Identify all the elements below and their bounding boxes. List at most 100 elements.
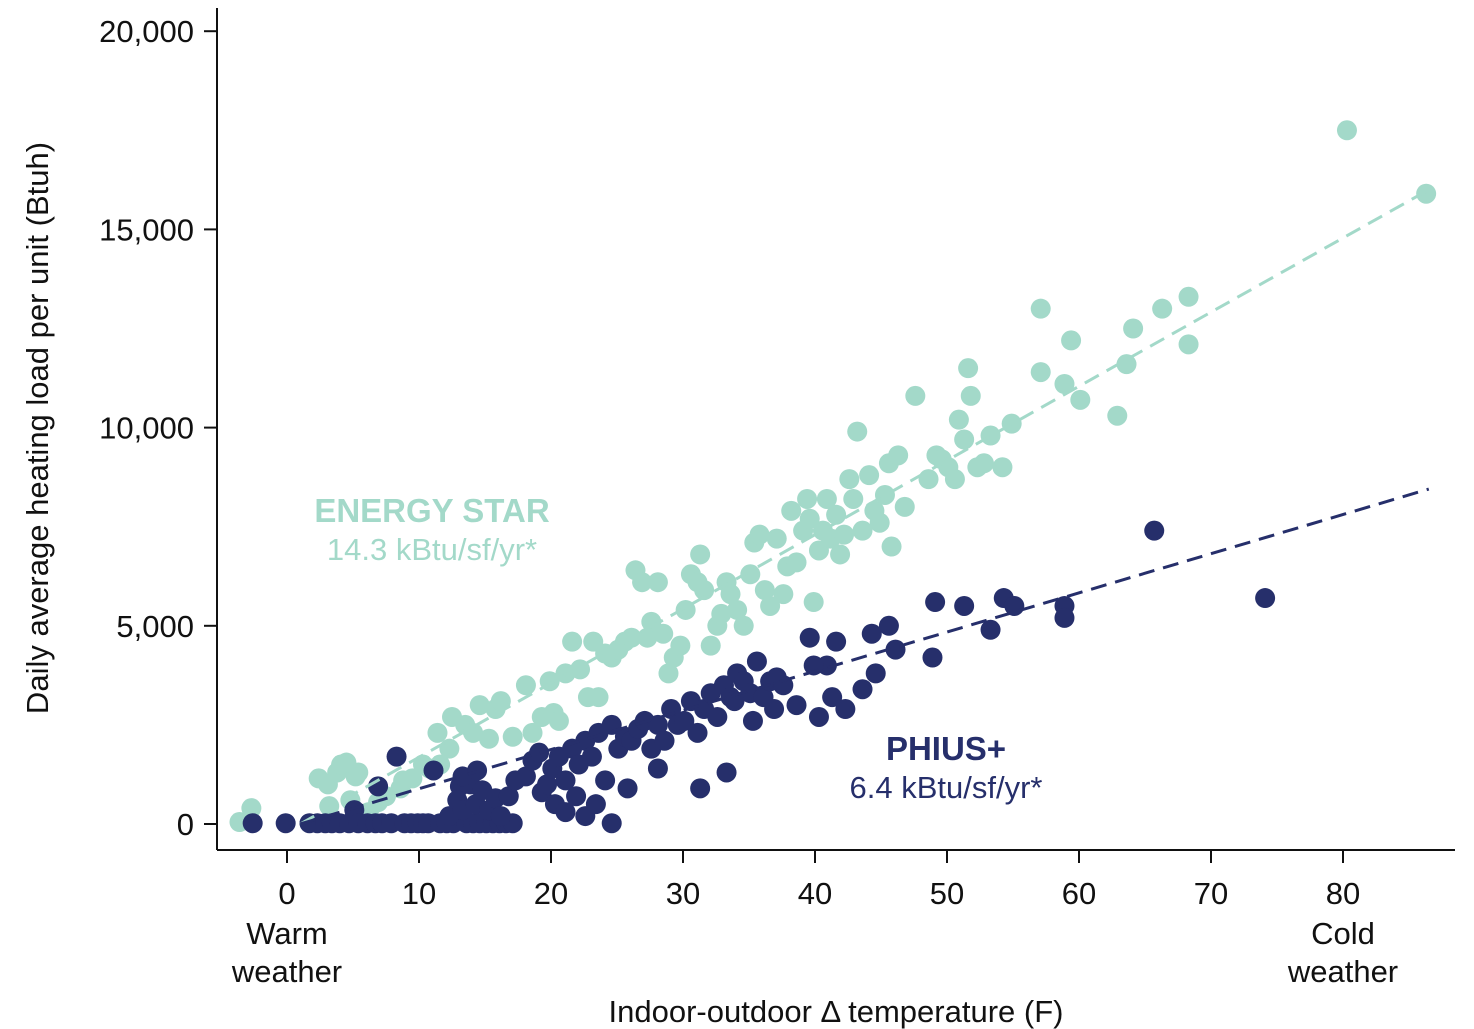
energy-star-point xyxy=(1107,405,1128,426)
x-tick-label: 80 xyxy=(1326,876,1360,911)
y-ticks: 0 5,000 10,000 15,000 20,000 xyxy=(99,14,217,842)
energy-star-annotation-value: 14.3 kBtu/sf/yr* xyxy=(327,532,537,567)
energy-star-point xyxy=(733,615,754,636)
phius-point xyxy=(687,722,708,743)
energy-star-point xyxy=(1178,334,1199,355)
phius-point xyxy=(835,699,856,720)
energy-star-point xyxy=(637,627,658,648)
phius-annotation-title: PHIUS+ xyxy=(886,730,1006,767)
y-tick-label: 20,000 xyxy=(99,14,194,49)
energy-star-point xyxy=(490,691,511,712)
phius-point xyxy=(764,699,785,720)
energy-star-point xyxy=(839,469,860,490)
energy-star-point xyxy=(754,580,775,601)
y-tick-label: 10,000 xyxy=(99,411,194,446)
energy-star-point xyxy=(852,520,873,541)
phius-point xyxy=(690,778,711,799)
energy-star-point xyxy=(1030,298,1051,319)
phius-point xyxy=(498,786,519,807)
energy-star-point xyxy=(894,496,915,517)
y-axis-title: Daily average heating load per unit (Btu… xyxy=(20,142,55,714)
energy-star-point xyxy=(874,484,895,505)
phius-point xyxy=(242,813,263,834)
energy-star-point xyxy=(515,675,536,696)
phius-point xyxy=(852,679,873,700)
energy-star-point xyxy=(1416,183,1437,204)
energy-star-annotation-title: ENERGY STAR xyxy=(314,492,549,529)
phius-point xyxy=(275,813,296,834)
energy-star-point xyxy=(992,457,1013,478)
fit-lines xyxy=(299,188,1430,826)
energy-star-point xyxy=(869,512,890,533)
energy-star-point xyxy=(548,710,569,731)
energy-star-point xyxy=(786,552,807,573)
energy-star-point xyxy=(1054,373,1075,394)
phius-point xyxy=(1054,607,1075,628)
phius-point xyxy=(386,746,407,767)
phius-point xyxy=(826,631,847,652)
energy-star-point xyxy=(700,635,721,656)
energy-star-point xyxy=(958,358,979,379)
energy-star-point xyxy=(241,798,262,819)
energy-star-point xyxy=(781,500,802,521)
energy-star-point xyxy=(760,595,781,616)
phius-point xyxy=(865,663,886,684)
phius-point xyxy=(746,651,767,672)
phius-point xyxy=(1144,520,1165,541)
x-axis-title: Indoor-outdoor Δ temperature (F) xyxy=(609,994,1064,1029)
phius-point xyxy=(529,742,550,763)
x-tick-label: 10 xyxy=(402,876,436,911)
energy-star-point xyxy=(803,592,824,613)
energy-star-point xyxy=(463,722,484,743)
phius-point xyxy=(581,746,602,767)
energy-star-fit-line xyxy=(299,188,1430,826)
phius-point xyxy=(555,770,576,791)
x-tick-label: 50 xyxy=(930,876,964,911)
y-tick-label: 5,000 xyxy=(116,609,194,644)
energy-star-point xyxy=(1030,362,1051,383)
energy-star-point xyxy=(1001,413,1022,434)
phius-point xyxy=(878,615,899,636)
phius-point xyxy=(799,627,820,648)
energy-star-point xyxy=(562,631,583,652)
x-tick-label: 40 xyxy=(798,876,832,911)
x-tick-label: 70 xyxy=(1194,876,1228,911)
energy-star-point xyxy=(881,536,902,557)
phius-point xyxy=(808,706,829,727)
energy-star-point xyxy=(1152,298,1173,319)
phius-point xyxy=(861,623,882,644)
phius-fit-line xyxy=(299,487,1430,826)
phius-point xyxy=(786,695,807,716)
energy-star-point xyxy=(653,623,674,644)
energy-star-point xyxy=(1178,286,1199,307)
energy-star-point xyxy=(727,599,748,620)
energy-star-point xyxy=(847,421,868,442)
phius-point xyxy=(724,691,745,712)
energy-star-point xyxy=(588,687,609,708)
energy-star-point xyxy=(1061,330,1082,351)
energy-star-point xyxy=(944,469,965,490)
energy-star-point xyxy=(1123,318,1144,339)
phius-point xyxy=(954,595,975,616)
phius-point xyxy=(1255,588,1276,609)
x-tick-label: 60 xyxy=(1062,876,1096,911)
phius-point xyxy=(980,619,1001,640)
phius-point xyxy=(716,762,737,783)
energy-star-point xyxy=(960,385,981,406)
cold-weather-label-line1: Cold xyxy=(1311,916,1375,951)
energy-star-point xyxy=(670,635,691,656)
phius-point xyxy=(674,710,695,731)
energy-star-point xyxy=(1336,120,1357,141)
x-tick-label: 30 xyxy=(666,876,700,911)
energy-star-point xyxy=(797,488,818,509)
energy-star-point xyxy=(469,695,490,716)
phius-point xyxy=(617,778,638,799)
phius-point xyxy=(647,758,668,779)
energy-star-point xyxy=(711,603,732,624)
energy-star-point xyxy=(918,469,939,490)
warm-weather-label-line1: Warm xyxy=(246,916,328,951)
phius-point xyxy=(555,802,576,823)
energy-star-point xyxy=(502,726,523,747)
energy-star-point xyxy=(773,584,794,605)
